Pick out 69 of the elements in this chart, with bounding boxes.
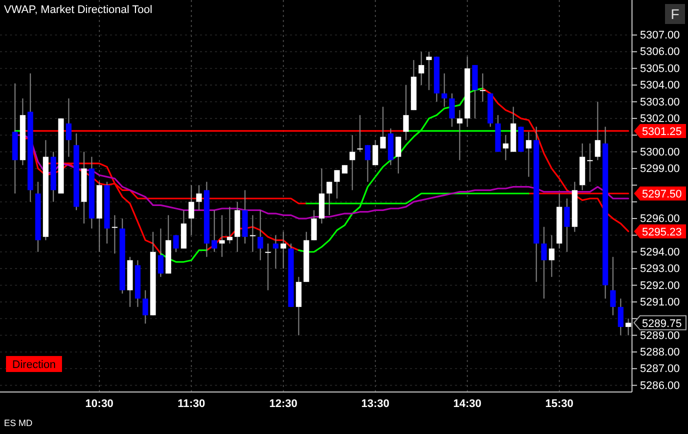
- candlestick: [449, 92, 455, 128]
- x-tick-label: 11:30: [178, 398, 206, 410]
- candlestick: [350, 134, 356, 191]
- y-tick-label: 5307.00: [640, 30, 680, 42]
- candlestick: [258, 210, 264, 261]
- font-button: F: [665, 4, 685, 24]
- candlestick: [480, 72, 486, 102]
- candlestick: [219, 214, 225, 258]
- candlestick: [426, 51, 432, 91]
- x-tick-label: 15:30: [545, 398, 574, 410]
- chart-title: VWAP, Market Directional Tool: [4, 4, 152, 16]
- candlestick: [142, 290, 148, 324]
- annotation: Direction: [12, 359, 56, 371]
- candlestick: [112, 214, 118, 254]
- y-tick-label: 5306.00: [640, 46, 680, 58]
- candlestick: [594, 101, 600, 161]
- y-tick-label: 5291.00: [640, 296, 680, 308]
- candlestick: [357, 114, 363, 152]
- candlestick: [158, 228, 164, 278]
- candlestick: [364, 144, 370, 182]
- candlestick: [526, 131, 532, 178]
- candlestick: [265, 243, 271, 291]
- candlestick: [272, 234, 279, 270]
- x-tick-label: 13:30: [361, 398, 390, 410]
- candlestick: [587, 142, 593, 182]
- candlestick: [196, 184, 202, 211]
- candlestick: [380, 106, 386, 149]
- candlestick: [326, 181, 332, 216]
- candlestick: [311, 210, 317, 241]
- y-tick-label: 5305.00: [640, 62, 680, 75]
- price-tag: 5297.50: [634, 186, 686, 200]
- candlestick: [564, 198, 570, 252]
- candlestick: [250, 214, 256, 252]
- candlestick: [403, 84, 409, 141]
- candlestick: [173, 234, 179, 252]
- candlestick: [626, 318, 632, 336]
- y-tick-label: 5288.00: [640, 346, 680, 358]
- x-tick-label: 12:30: [269, 398, 298, 410]
- candlestick: [418, 51, 424, 86]
- y-tick-label: 5294.00: [640, 246, 680, 258]
- price-tag: 5289.75: [633, 315, 686, 330]
- x-tick-label: 14:30: [453, 398, 482, 410]
- y-tick-label: 5302.00: [640, 112, 680, 125]
- candlestick: [372, 140, 378, 166]
- candlestick: [456, 110, 462, 161]
- y-tick-label: 5289.00: [640, 330, 680, 342]
- candlestick: [442, 72, 448, 108]
- y-tick-label: 5287.00: [640, 363, 680, 376]
- candlestick: [188, 184, 194, 236]
- x-tick-label: 10:30: [85, 398, 114, 410]
- candlestick: [541, 226, 547, 300]
- candlestick: [618, 298, 624, 336]
- y-tick-label: 5299.00: [640, 162, 680, 175]
- y-tick-label: 5304.00: [640, 80, 680, 92]
- candlestick: [396, 136, 402, 174]
- candlestick: [280, 231, 286, 270]
- candlestick: [66, 98, 72, 158]
- text: ES MD: [4, 418, 34, 428]
- y-tick-label: 5300.00: [640, 146, 680, 158]
- candlestick: [334, 170, 340, 199]
- y-tick-label: 5286.00: [640, 380, 680, 392]
- y-tick-label: 5293.00: [640, 263, 680, 276]
- y-tick-label: 5296.00: [640, 213, 680, 226]
- candlestick: [212, 210, 218, 252]
- candlestick: [610, 256, 616, 316]
- y-tick-label: 5292.00: [640, 280, 680, 292]
- candlestick: [548, 234, 554, 278]
- y-tick-label: 5303.00: [640, 96, 680, 108]
- candlestick: [502, 134, 508, 161]
